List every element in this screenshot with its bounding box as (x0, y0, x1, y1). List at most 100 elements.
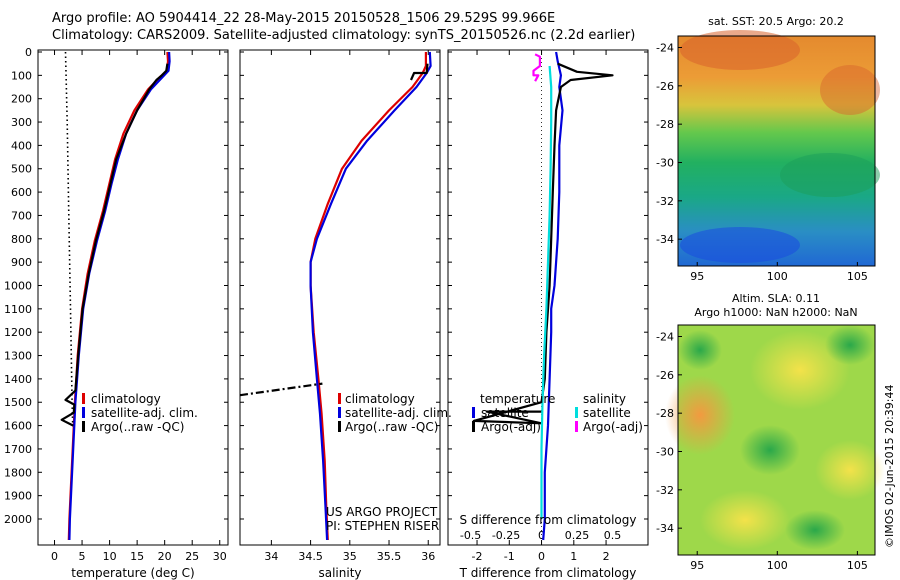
temperature-legend: climatology satellite-adj. clim. Argo(..… (82, 392, 198, 434)
y-tick-label: 0 (25, 46, 32, 59)
project-pi: PI: STEPHEN RISER (326, 519, 439, 533)
sla-map-subtitle: Argo h1000: NaN h2000: NaN (694, 306, 857, 319)
legend-swatch-s-satellite (575, 407, 578, 418)
y-tick-label: 1300 (4, 350, 32, 363)
series-group (60, 51, 171, 541)
sst-map-title: sat. SST: 20.5 Argo: 20.2 (708, 15, 844, 28)
map-x-tick-label: 105 (847, 270, 868, 283)
series-group (240, 51, 432, 541)
legend-label-satellite: satellite-adj. clim. (345, 406, 452, 420)
legend-swatch-argo (82, 421, 85, 432)
top-tick-label: 0.5 (604, 529, 622, 542)
map-ticks: 95 100 105 -24 -26 -28 -30 -32 -34 95 100 105 -24 -26… (656, 42, 868, 573)
series-line-climatology (67, 51, 170, 541)
legend-swatch-argo (338, 421, 341, 432)
y-tick-label: 500 (11, 163, 32, 176)
sst-field (678, 36, 875, 266)
x-tick-label: 2 (603, 550, 610, 563)
sla-low-patch (785, 510, 845, 550)
y-tick-label: 1900 (4, 490, 32, 503)
legend-swatch-climatology (82, 393, 85, 404)
project-name: US ARGO PROJECT (326, 505, 438, 519)
top-tick-label: -0.5 (460, 529, 481, 542)
difference-legend: temperature salinity satellite Argo(-adj… (472, 392, 643, 434)
sla-low-patch (678, 330, 722, 370)
legend-label-t-satellite: satellite (481, 406, 529, 420)
series-line-argo-raw-qc- (60, 63, 169, 427)
map-y-tick-label: -28 (656, 118, 674, 131)
sst-cool-patch (680, 227, 800, 263)
series-line-satellite (540, 65, 553, 519)
x-tick-label: 1 (570, 550, 577, 563)
x-tick-label: -1 (504, 550, 515, 563)
y-tick-label: 1400 (4, 373, 32, 386)
y-tick-label: 1800 (4, 466, 32, 479)
y-tick-label: 600 (11, 186, 32, 199)
map-y-tick-label: -24 (656, 331, 674, 344)
series-group (472, 51, 614, 541)
series-line-argo-adj- (472, 62, 614, 425)
x-tick-label: 15 (130, 550, 144, 563)
y-tick-label: 1500 (4, 396, 32, 409)
sla-high-patch (750, 330, 850, 410)
legend-swatch-t-satellite (472, 407, 475, 418)
difference-axes (447, 49, 649, 546)
x-tick-label: 10 (103, 550, 117, 563)
difference-xlabel-top: S difference from climatology (460, 513, 637, 527)
map-y-tick-label: -30 (656, 446, 674, 459)
salinity-legend: climatology satellite-adj. clim. Argo(..… (338, 392, 452, 434)
map-y-tick-label: -32 (656, 484, 674, 497)
sst-map-frame (677, 35, 876, 267)
sla-map-frame (677, 324, 876, 556)
sla-high-patch (665, 375, 735, 455)
y-tick-label: 1700 (4, 443, 32, 456)
y-tick-label: 800 (11, 233, 32, 246)
y-tick-label: 1100 (4, 303, 32, 316)
ticks-layer: 0100200300400500600700800900100011001200… (4, 46, 648, 563)
sla-low-patch (740, 425, 800, 475)
legend-label-argo: Argo(..raw -QC) (91, 420, 184, 434)
x-tick-label: 20 (158, 550, 172, 563)
legend-swatch-t-argo (472, 421, 475, 432)
legend-swatch-s-argo (575, 421, 578, 432)
sla-map-title: Altim. SLA: 0.11 (732, 292, 820, 305)
y-tick-label: 300 (11, 116, 32, 129)
temperature-axes (37, 49, 229, 546)
top-tick-label: 0.25 (565, 529, 590, 542)
y-tick-label: 2000 (4, 513, 32, 526)
page-title: Argo profile: AO 5904414_22 28-May-2015 … (52, 10, 635, 44)
sst-green-patch (780, 153, 880, 197)
x-tick-label: 30 (213, 550, 227, 563)
map-y-tick-label: -26 (656, 369, 674, 382)
legend-swatch-satellite (82, 407, 85, 418)
x-tick-label: 0 (538, 550, 545, 563)
map-y-tick-label: -34 (656, 233, 674, 246)
map-y-tick-label: -32 (656, 195, 674, 208)
title-line1: Argo profile: AO 5904414_22 28-May-2015 … (52, 11, 556, 26)
y-tick-label: 1600 (4, 420, 32, 433)
y-tick-label: 700 (11, 209, 32, 222)
salinity-axes (239, 49, 441, 546)
map-y-tick-label: -28 (656, 407, 674, 420)
series-line-aux (240, 382, 323, 397)
imos-stamp: ©IMOS 02-Jun-2015 20:39:44 (883, 384, 896, 548)
series-line-argo-adj- (532, 53, 541, 82)
temperature-xlabel: temperature (deg C) (71, 566, 194, 580)
x-tick-label: 35 (343, 550, 357, 563)
map-x-tick-label: 95 (690, 270, 704, 283)
legend-header-salinity: salinity (583, 392, 626, 406)
series-line-satellite-adj-clim- (309, 51, 432, 541)
sst-map (677, 30, 880, 267)
legend-header-temperature: temperature (480, 392, 555, 406)
legend-label-t-argo: Argo(-adj) (481, 420, 541, 434)
top-tick-label: 0 (538, 529, 545, 542)
salinity-xlabel: salinity (318, 566, 361, 580)
x-tick-label: 25 (185, 550, 199, 563)
map-y-tick-label: -24 (656, 42, 674, 55)
y-tick-label: 200 (11, 93, 32, 106)
map-x-tick-label: 105 (847, 559, 868, 572)
sst-warm-patch (680, 30, 800, 70)
sla-map (665, 324, 885, 556)
y-tick-label: 900 (11, 256, 32, 269)
